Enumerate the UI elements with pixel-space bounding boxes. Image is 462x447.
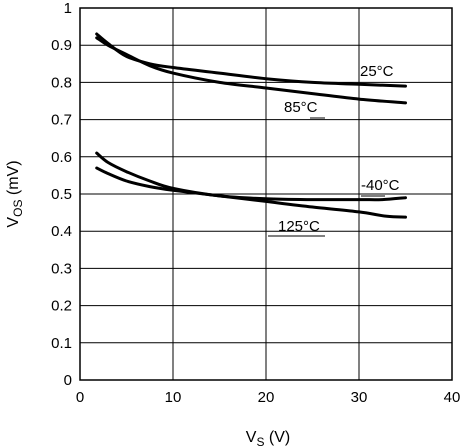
- x-tick-label: 0: [76, 389, 84, 406]
- y-tick-label: 0.5: [51, 186, 72, 203]
- x-axis-label-main: V: [246, 429, 257, 446]
- series-line-1: [95, 36, 407, 105]
- series-label-3: 125°C: [278, 218, 320, 235]
- series-line-3: [95, 166, 407, 219]
- series-curves: [95, 32, 407, 219]
- y-tick-label: 0.1: [51, 335, 72, 352]
- y-tick-label: 0.9: [51, 37, 72, 54]
- y-axis-label-sub: OS: [11, 200, 25, 217]
- y-axis-label: VOS (mV): [5, 160, 25, 227]
- x-tick-label: 20: [258, 389, 275, 406]
- series-label-2: -40°C: [361, 177, 400, 194]
- series-label-0: 25°C: [360, 63, 394, 80]
- x-axis-label-unit: (V): [264, 429, 290, 446]
- x-tick-labels: 0 10 20 30 40: [76, 389, 461, 406]
- x-tick-label: 10: [165, 389, 182, 406]
- y-axis-label-unit: (mV): [5, 160, 22, 199]
- series-labels: 25°C 85°C -40°C 125°C: [268, 63, 400, 237]
- y-tick-label: 0.6: [51, 149, 72, 166]
- y-tick-label: 0.2: [51, 298, 72, 315]
- grid: [79, 7, 453, 381]
- x-axis-label: VS (V): [246, 429, 290, 447]
- y-tick-label: 0.8: [51, 74, 72, 91]
- y-tick-label: 0.7: [51, 112, 72, 129]
- x-tick-label: 30: [351, 389, 368, 406]
- series-label-1: 85°C: [284, 99, 318, 116]
- y-tick-label: 0.3: [51, 260, 72, 277]
- y-tick-labels: 0 0.1 0.2 0.3 0.4 0.5 0.6 0.7 0.8 0.9 1: [51, 0, 72, 389]
- y-tick-label: 0: [64, 372, 72, 389]
- x-tick-label: 40: [444, 389, 461, 406]
- x-axis-label-sub: S: [256, 435, 264, 447]
- y-axis-label-main: V: [5, 217, 22, 228]
- y-tick-label: 0.4: [51, 223, 72, 240]
- y-tick-label: 1: [64, 0, 72, 17]
- plot-frame: [79, 7, 453, 381]
